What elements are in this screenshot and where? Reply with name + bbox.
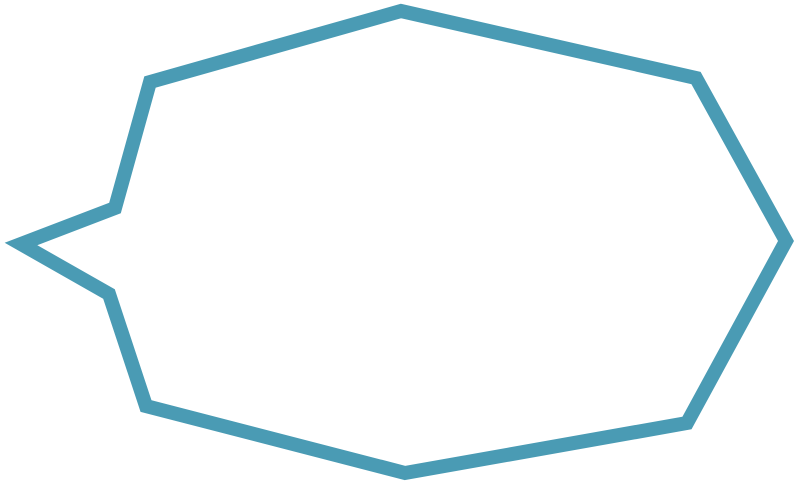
speech-bubble-outline	[4, 3, 794, 481]
